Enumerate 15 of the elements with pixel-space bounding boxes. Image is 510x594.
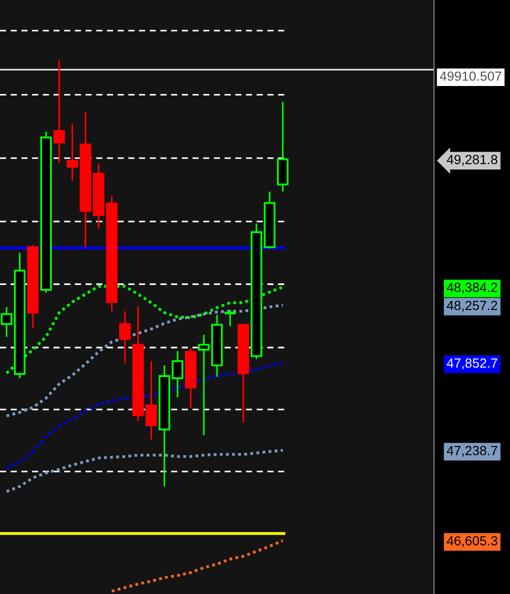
y-tick-label: 46,605.3 [446,536,498,548]
line-series [110,539,284,593]
y-tick-label: 49,281.8 [446,154,498,166]
y-tick-label: 48,257.2 [446,300,498,312]
y-tick-label: 48,384.2 [446,282,498,294]
line-series [5,361,284,470]
candlestick [172,350,184,398]
y-tick-label: 47,238.7 [446,446,498,457]
line-series [5,448,284,493]
line-series [5,304,284,418]
candlestick [119,310,131,364]
candlestick [53,60,65,164]
candlestick [224,309,236,327]
ref-line-label: 49910.507 [440,71,502,81]
y-tick-label: 47,852.7 [446,358,498,370]
